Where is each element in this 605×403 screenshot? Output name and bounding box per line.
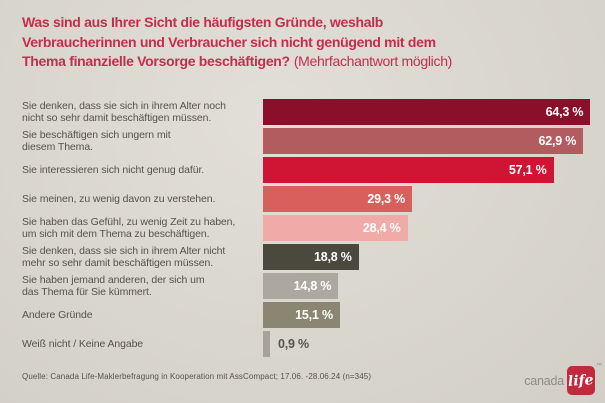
category-label: Sie beschäftigen sich ungern mit diesem … <box>22 129 171 153</box>
category-label: Sie denken, dass sie sich in ihrem Alter… <box>22 245 226 269</box>
value-label: 29,3 % <box>367 192 406 206</box>
chart-title: Was sind aus Ihrer Sicht die häufigsten … <box>22 13 589 72</box>
value-label: 62,9 % <box>538 134 577 148</box>
chart-row: Sie beschäftigen sich ungern mit diesem … <box>22 128 605 154</box>
source-note: Quelle: Canada Life-Maklerbefragung in K… <box>22 372 372 381</box>
value-label: 64,3 % <box>545 105 584 119</box>
bar-track: 57,1 % <box>263 157 605 183</box>
bar: 14,8 % <box>263 273 339 299</box>
bar: 15,1 % <box>263 302 340 328</box>
bar: 18,8 % <box>263 244 359 270</box>
bar-chart: Sie denken, dass sie sich in ihrem Alter… <box>22 99 605 360</box>
category-label: Sie interessieren sich nicht genug dafür… <box>22 164 205 176</box>
bar-track: 62,9 % <box>263 128 605 154</box>
chart-row: Andere Gründe 15,1 % <box>22 302 605 328</box>
category-label: Sie denken, dass sie sich in ihrem Alter… <box>22 100 226 124</box>
title-line-1: Was sind aus Ihrer Sicht die häufigsten … <box>22 14 384 30</box>
bar-track: 15,1 % <box>263 302 605 328</box>
bar: 57,1 % <box>263 157 554 183</box>
chart-row: Sie haben das Gefühl, zu wenig Zeit zu h… <box>22 215 605 241</box>
bar-track: 14,8 % <box>263 273 605 299</box>
bar-track: 64,3 % <box>263 99 605 125</box>
bar: 64,3 % <box>263 99 591 125</box>
logo-badge: life ™ <box>567 363 602 395</box>
title-line-3: Thema finanzielle Vorsorge beschäftigen?… <box>22 52 589 72</box>
category-label: Weiß nicht / Keine Angabe <box>22 338 144 350</box>
value-label: 14,8 % <box>293 279 332 293</box>
chart-row: Sie denken, dass sie sich in ihrem Alter… <box>22 99 605 125</box>
category-label: Sie meinen, zu wenig davon zu verstehen. <box>22 193 216 205</box>
logo-badge-text: life <box>567 371 595 390</box>
bar: 28,4 % <box>263 215 408 241</box>
canada-life-logo: canada life ™ <box>524 363 602 395</box>
title-line-3-bold: Thema finanzielle Vorsorge beschäftigen? <box>22 53 290 69</box>
bar <box>263 331 270 357</box>
chart-row: Sie haben jemand anderen, der sich um da… <box>22 273 605 299</box>
value-label: 28,4 % <box>362 221 401 235</box>
chart-row: Weiß nicht / Keine Angabe 0,9 % <box>22 331 605 357</box>
bar-track: 0,9 % <box>263 331 605 357</box>
value-label: 18,8 % <box>313 250 352 264</box>
value-label: 0,9 % <box>278 337 309 351</box>
bar: 29,3 % <box>263 186 413 212</box>
value-label: 57,1 % <box>508 163 547 177</box>
bar-track: 18,8 % <box>263 244 605 270</box>
chart-row: Sie interessieren sich nicht genug dafür… <box>22 157 605 183</box>
value-label: 15,1 % <box>295 308 333 322</box>
category-label: Sie haben jemand anderen, der sich um da… <box>22 274 205 298</box>
logo-wordmark: canada <box>524 373 564 388</box>
chart-row: Sie denken, dass sie sich in ihrem Alter… <box>22 244 605 270</box>
bar-track: 28,4 % <box>263 215 605 241</box>
bar-track: 29,3 % <box>263 186 605 212</box>
chart-row: Sie meinen, zu wenig davon zu verstehen.… <box>22 186 605 212</box>
title-line-2: Verbraucherinnen und Verbraucher sich ni… <box>22 33 436 50</box>
category-label: Andere Gründe <box>22 309 93 321</box>
bar: 62,9 % <box>263 128 584 154</box>
category-label: Sie haben das Gefühl, zu wenig Zeit zu h… <box>22 216 236 240</box>
trademark-symbol: ™ <box>596 363 602 369</box>
title-line-3-note: (Mehrfachantwort möglich) <box>293 53 453 69</box>
